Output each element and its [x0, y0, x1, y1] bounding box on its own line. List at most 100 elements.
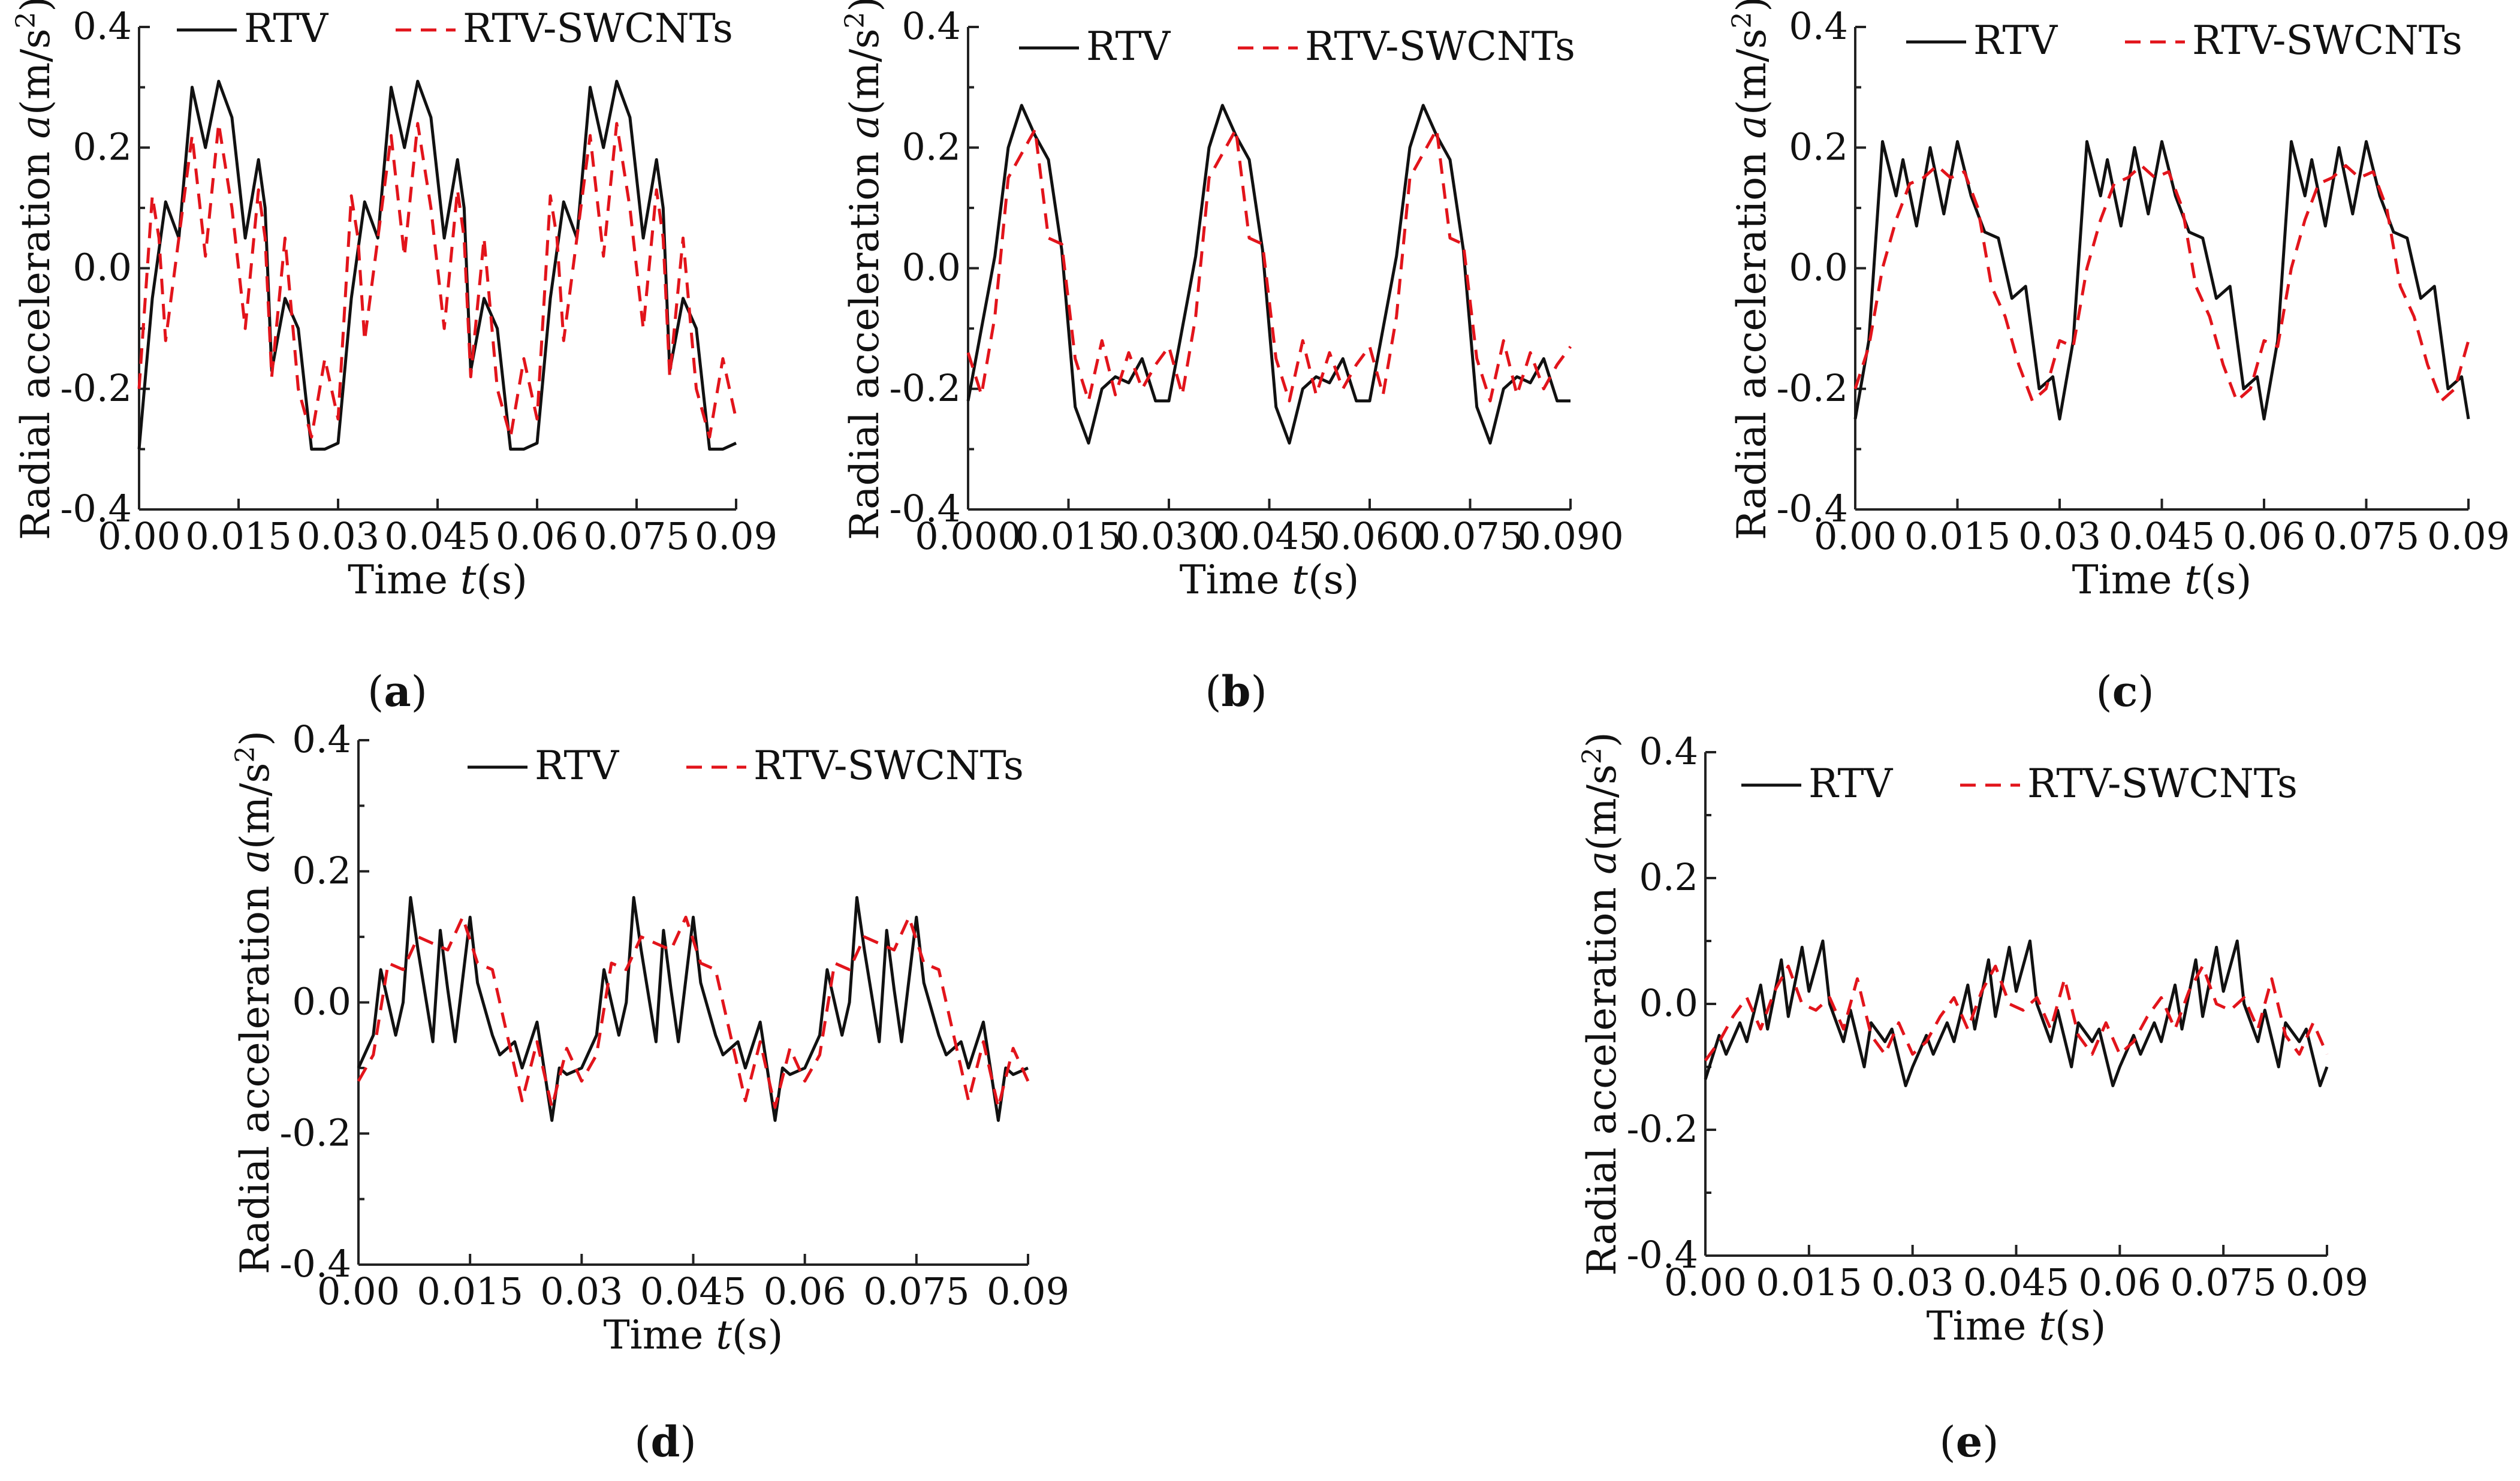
- y-axis-label: Radial acceleration a(m/s2): [1577, 732, 1625, 1275]
- x-tick-label: 0.090: [1517, 514, 1624, 558]
- x-axis-label-unit: (s): [2055, 1303, 2106, 1349]
- y-tick-label: 0.4: [1789, 4, 1848, 48]
- y-axis-label: Radial acceleration a(m/s2): [1727, 0, 1775, 540]
- panel-caption-close: ): [2138, 667, 2154, 716]
- x-tick-label: 0.00: [317, 1269, 400, 1313]
- chart-panel-d: -0.4 -0.2 0.0 0.2 0.4 0.00 0.015 0.03 0.045 0.06 0…: [230, 717, 1069, 1467]
- series-line-rtv: [1853, 140, 2470, 421]
- series-line-rtv: [966, 104, 1571, 445]
- series-line-rtv-swcnts: [1704, 964, 2329, 1061]
- panel-caption-close: ): [411, 667, 427, 716]
- legend-label-rtv-swcnts: RTV-SWCNTs: [753, 743, 1024, 789]
- x-tick-label: 0.030: [1116, 514, 1222, 558]
- y-tick-label: -0.2: [279, 1111, 351, 1154]
- y-axis-label-close: ): [13, 0, 59, 12]
- legend-label-rtv: RTV: [535, 743, 620, 789]
- x-tick-label: 0.060: [1316, 514, 1423, 558]
- y-axis-label: Radial acceleration a(m/s2): [840, 0, 888, 540]
- y-tick-label: -0.2: [1776, 366, 1848, 410]
- y-tick-label: -0.2: [60, 366, 132, 410]
- panel-caption: (c): [2096, 666, 2154, 716]
- y-tick-label: 0.2: [292, 849, 351, 892]
- panel-caption-letter: c: [2112, 666, 2138, 716]
- panel-caption-letter: d: [651, 1417, 680, 1467]
- y-axis-label-unit: (m/s: [842, 29, 888, 115]
- x-tick-label: 0.075: [1417, 514, 1524, 558]
- y-axis-label-unit: (m/s: [13, 29, 59, 115]
- x-tick-label: 0.015: [1904, 514, 2011, 558]
- x-axis-label: Time t(s): [1927, 1303, 2106, 1349]
- panel-caption-open: (: [367, 667, 384, 716]
- y-axis-label-close: ): [232, 731, 278, 746]
- x-tick-label: 0.045: [1963, 1260, 2070, 1304]
- panel-caption-letter: e: [1956, 1417, 1983, 1467]
- y-tick-label: 0.4: [1639, 729, 1698, 773]
- panel-caption-close: ): [1982, 1417, 1998, 1467]
- legend-label-rtv: RTV: [1808, 761, 1894, 807]
- y-tick-label: 0.2: [902, 125, 961, 168]
- chart-panel-e: -0.4-0.20.00.20.40.00 0.015 0.03 0.045 0.06 0…: [1577, 729, 2368, 1467]
- y-axis-label-close: ): [842, 0, 888, 12]
- x-tick-label: 0.015: [185, 514, 292, 558]
- y-axis-label-sup: 2: [11, 12, 41, 29]
- y-axis-label-sup: 2: [840, 12, 870, 29]
- y-tick-label: -0.2: [889, 366, 961, 410]
- series-line-rtv-swcnts: [137, 122, 738, 439]
- x-axis-label-unit: (s): [1308, 557, 1359, 603]
- x-tick-label: 0.06: [496, 514, 578, 558]
- x-tick-label: 0.075: [2313, 514, 2420, 558]
- legend-label-rtv-swcnts: RTV-SWCNTs: [2192, 17, 2462, 64]
- panel-caption-close: ): [1250, 667, 1267, 716]
- x-axis-label-prefix: Time: [348, 557, 460, 603]
- x-axis-label-unit: (s): [476, 557, 527, 603]
- y-axis-label-close: ): [1579, 732, 1625, 747]
- y-tick-label: -0.2: [1626, 1107, 1698, 1151]
- series-line-rtv: [1704, 939, 2329, 1087]
- x-tick-label: 0.075: [863, 1269, 970, 1313]
- panel-caption-letter: b: [1222, 666, 1251, 716]
- x-tick-label: 0.015: [1015, 514, 1122, 558]
- legend-label-rtv: RTV: [1973, 17, 2058, 64]
- x-axis-label-prefix: Time: [1927, 1303, 2039, 1349]
- y-tick-label: -0.4: [1626, 1233, 1698, 1277]
- y-tick-label: 0.0: [902, 246, 961, 289]
- y-axis-label-prefix: Radial acceleration: [232, 873, 278, 1274]
- series-line-rtv: [357, 896, 1029, 1122]
- x-tick-label: 0.015: [1756, 1260, 1862, 1304]
- x-tick-label: 0.015: [417, 1269, 523, 1313]
- y-axis-label-prefix: Radial acceleration: [1579, 874, 1625, 1276]
- y-tick-label: -0.4: [1776, 487, 1848, 530]
- x-tick-label: 0.075: [2170, 1260, 2277, 1304]
- x-axis-label-prefix: Time: [604, 1312, 716, 1358]
- x-tick-label: 0.06: [764, 1269, 846, 1313]
- x-tick-label: 0.00: [98, 514, 180, 558]
- x-axis-label-var: t: [2184, 557, 2201, 603]
- y-axis-label-var: a: [842, 115, 888, 138]
- y-tick-label: 0.4: [73, 4, 132, 48]
- y-axis-label-prefix: Radial acceleration: [1729, 138, 1775, 540]
- y-axis-label-sup: 2: [1577, 747, 1608, 764]
- x-tick-label: 0.045: [2109, 514, 2215, 558]
- y-tick-label: 0.0: [292, 980, 351, 1024]
- panel-caption-letter: a: [384, 666, 411, 716]
- x-axis-label-unit: (s): [2201, 557, 2251, 603]
- x-tick-label: 0.09: [695, 514, 777, 558]
- x-tick-label: 0.045: [640, 1269, 747, 1313]
- y-tick-label: 0.0: [1789, 246, 1848, 289]
- y-tick-label: 0.4: [902, 4, 961, 48]
- y-axis-label-close: ): [1729, 0, 1775, 12]
- y-axis-label-sup: 2: [230, 746, 261, 763]
- y-axis-label-var: a: [1579, 851, 1625, 874]
- x-tick-label: 0.06: [2078, 1260, 2161, 1304]
- y-axis-label-var: a: [232, 849, 278, 873]
- legend-label-rtv: RTV: [1086, 23, 1171, 70]
- panel-caption-close: ): [680, 1417, 696, 1467]
- x-tick-label: 0.03: [2018, 514, 2101, 558]
- panel-caption: (e): [1939, 1417, 1998, 1467]
- y-axis-label-prefix: Radial acceleration: [842, 138, 888, 540]
- legend-label-rtv-swcnts: RTV-SWCNTs: [463, 5, 733, 52]
- y-tick-label: -0.4: [60, 487, 132, 530]
- x-axis-label: Time t(s): [348, 557, 527, 603]
- panel-caption: (d): [634, 1417, 697, 1467]
- x-tick-label: 0.09: [987, 1269, 1069, 1313]
